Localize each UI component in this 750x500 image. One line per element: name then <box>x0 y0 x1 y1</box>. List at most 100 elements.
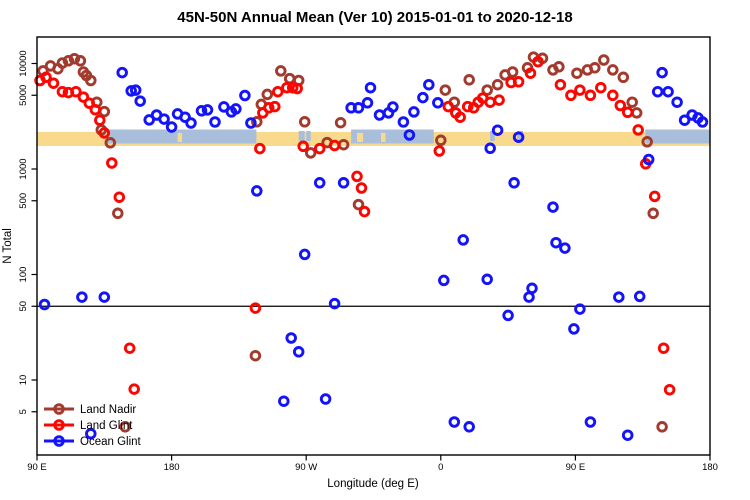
data-point <box>337 177 350 189</box>
series-land-glint <box>34 55 676 396</box>
data-point <box>272 85 284 98</box>
data-point <box>230 103 242 115</box>
data-point <box>457 234 469 246</box>
data-point <box>663 383 676 396</box>
data-point <box>74 55 87 67</box>
ocean-strip-segment <box>645 129 710 144</box>
data-point <box>77 91 90 103</box>
data-point <box>617 71 630 84</box>
data-point <box>656 66 668 79</box>
data-point <box>632 124 644 136</box>
data-point <box>574 84 586 96</box>
data-point <box>358 205 371 218</box>
x-axis-label: Longitude (deg E) <box>327 478 419 490</box>
data-point <box>454 111 466 123</box>
data-point <box>526 282 538 295</box>
data-point <box>56 85 69 98</box>
data-point <box>463 74 475 86</box>
plot-frame <box>36 36 711 456</box>
y-tick-label: 100 <box>18 267 29 283</box>
data-point <box>83 97 96 109</box>
data-point <box>298 116 311 128</box>
y-tick-label: 10000 <box>18 50 29 76</box>
y-tick-label: 5 <box>18 409 29 414</box>
data-point <box>304 147 317 159</box>
data-point <box>143 114 155 126</box>
data-point <box>633 290 646 303</box>
data-point <box>387 101 399 113</box>
data-point <box>493 94 505 106</box>
data-point <box>119 421 131 433</box>
data-point <box>352 102 365 114</box>
legend-label: Land Nadir <box>80 404 136 416</box>
island-speck <box>177 133 183 142</box>
data-point <box>269 100 281 113</box>
surface-type-strip <box>37 129 710 146</box>
chart-title: 45N-50N Annual Mean (Ver 10) 2015-01-01 … <box>177 9 572 26</box>
data-point <box>179 111 191 123</box>
data-point <box>678 114 691 126</box>
data-point <box>85 427 97 440</box>
data-point <box>128 383 140 395</box>
data-point <box>547 201 559 213</box>
data-point <box>408 106 420 118</box>
data-point <box>648 190 661 203</box>
data-point <box>508 177 520 189</box>
data-point <box>165 121 178 133</box>
data-point <box>328 139 341 152</box>
data-point <box>158 113 170 125</box>
data-point <box>442 100 455 113</box>
data-point <box>647 207 659 220</box>
data-point <box>491 124 504 136</box>
y-tick-label: 10 <box>18 375 29 386</box>
data-point <box>298 248 311 261</box>
data-point <box>249 349 262 362</box>
data-point <box>112 207 124 220</box>
lake-speck <box>517 131 524 141</box>
data-point <box>532 55 544 68</box>
x-tick-label: 180 <box>702 462 718 473</box>
data-point <box>283 72 296 85</box>
data-point <box>313 142 326 155</box>
data-point <box>76 291 88 303</box>
data-point <box>642 153 655 166</box>
y-axis: 5 10 50 100 500 1000 5000 10000 <box>18 50 37 414</box>
y-tick-label: 5000 <box>18 85 29 106</box>
data-point <box>641 136 653 148</box>
x-axis: 90 E 180 90 W 0 90 E 180 <box>27 455 718 473</box>
data-point <box>195 105 208 117</box>
data-point <box>334 116 347 129</box>
data-point <box>403 129 416 141</box>
y-tick-label: 50 <box>18 301 29 312</box>
data-point <box>621 429 634 441</box>
data-point <box>432 97 444 109</box>
data-point <box>98 291 111 303</box>
legend-marker <box>53 435 65 447</box>
data-point <box>584 89 597 102</box>
data-point <box>589 62 601 74</box>
data-point <box>461 100 474 113</box>
data-point <box>651 85 664 98</box>
data-point <box>397 116 410 128</box>
data-point <box>292 346 305 358</box>
data-point <box>423 78 435 91</box>
data-point <box>209 116 221 128</box>
data-point <box>484 96 496 108</box>
x-tick-label: 0 <box>438 462 443 473</box>
data-point <box>565 89 577 102</box>
data-point <box>278 395 290 407</box>
data-point <box>98 105 111 118</box>
data-point <box>245 117 257 129</box>
data-point <box>106 157 118 169</box>
data-point <box>554 78 567 91</box>
data-point <box>657 342 670 354</box>
data-point <box>574 303 586 315</box>
data-point <box>512 131 525 143</box>
data-point <box>417 91 429 104</box>
data-point <box>523 291 535 303</box>
data-point <box>98 127 111 139</box>
data-point <box>89 103 102 116</box>
data-point <box>433 145 446 157</box>
